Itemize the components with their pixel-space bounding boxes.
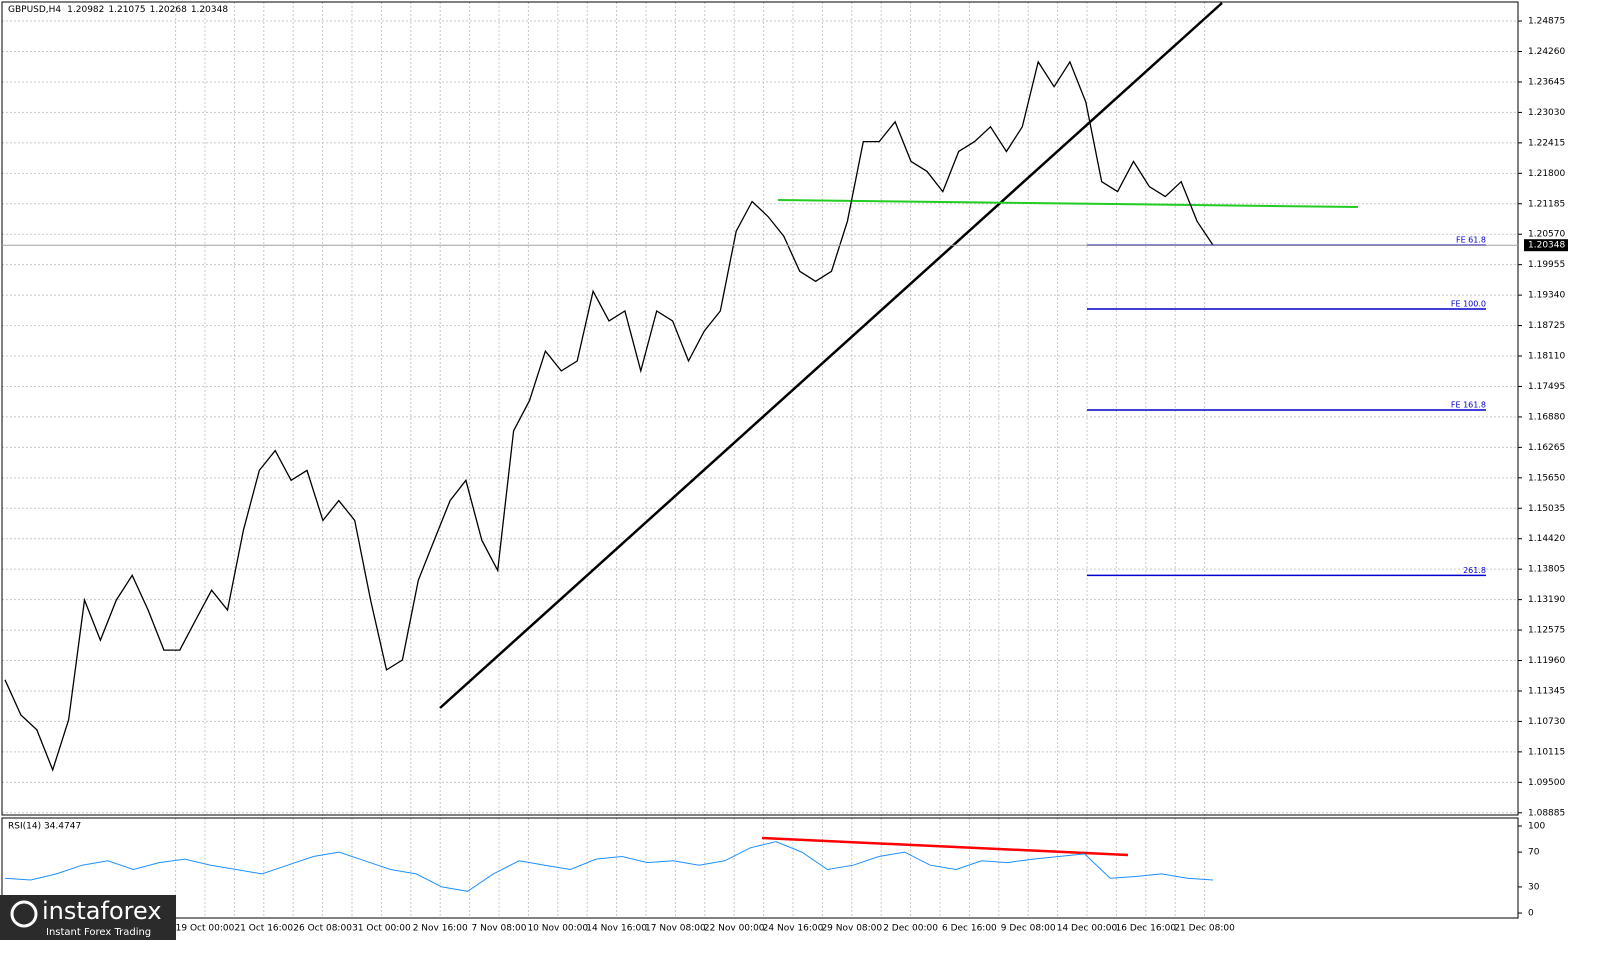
last-price-label: 1.20348 — [1528, 241, 1565, 251]
divergence-line — [761, 836, 1129, 857]
y-tick-label: 1.13805 — [1528, 565, 1565, 575]
fib-label: FE 61.8 — [1456, 236, 1486, 245]
y-tick-label: 1.10730 — [1528, 717, 1565, 727]
y-tick-label: 1.19955 — [1528, 260, 1565, 270]
x-tick-label: 21 Dec 08:00 — [1174, 924, 1235, 934]
x-tick-label: 19 Oct 00:00 — [176, 924, 235, 934]
x-tick-label: 7 Nov 08:00 — [472, 924, 527, 934]
x-tick-label: 6 Dec 16:00 — [942, 924, 997, 934]
x-tick-label: 24 Nov 16:00 — [763, 924, 824, 934]
y-tick-label: 1.11345 — [1528, 686, 1565, 696]
x-tick-label: 2 Nov 16:00 — [413, 924, 468, 934]
x-tick-label: 17 Nov 08:00 — [645, 924, 706, 934]
x-tick-label: 16 Dec 16:00 — [1116, 924, 1177, 934]
x-tick-label: 9 Dec 08:00 — [1001, 924, 1056, 934]
trendline — [439, 2, 1223, 709]
rsi-title: RSI(14) 34.4747 — [8, 822, 81, 832]
logo-tagline: Instant Forex Trading — [46, 927, 151, 938]
y-tick-label: 1.17495 — [1528, 382, 1565, 392]
y-tick-label: 1.13190 — [1528, 595, 1565, 605]
rsi-panel — [1, 817, 1519, 919]
close: 1.20348 — [191, 5, 228, 15]
y-tick-label: 1.19340 — [1528, 291, 1565, 301]
logo: instaforex Instant Forex Trading — [0, 895, 176, 940]
y-tick-label: 1.12575 — [1528, 626, 1565, 636]
y-tick-label: 1.23645 — [1528, 77, 1565, 87]
y-tick-label: 1.24260 — [1528, 47, 1565, 57]
y-tick-label: 1.21185 — [1528, 199, 1565, 209]
y-tick-label: 1.10115 — [1528, 747, 1565, 757]
low: 1.20268 — [150, 5, 187, 15]
x-tick-label: 26 Oct 08:00 — [293, 924, 352, 934]
y-tick-label: 1.20570 — [1528, 230, 1565, 240]
rsi-line — [4, 841, 1214, 892]
y-tick-label: 1.24875 — [1528, 17, 1565, 27]
y-tick-label: 30 — [1528, 882, 1540, 892]
y-tick-label: 1.18110 — [1528, 352, 1565, 362]
y-tick-label: 0 — [1528, 909, 1534, 919]
y-tick-label: 1.18725 — [1528, 321, 1565, 331]
y-tick-label: 1.08885 — [1528, 808, 1565, 818]
y-tick-label: 1.23030 — [1528, 108, 1565, 118]
x-tick-label: 2 Dec 00:00 — [883, 924, 938, 934]
price-line — [4, 60, 1214, 772]
header: GBPUSD,H4 1.20982 1.21075 1.20268 1.20348 — [8, 5, 228, 15]
y-tick-label: 1.16265 — [1528, 443, 1565, 453]
x-tick-label: 14 Nov 16:00 — [586, 924, 647, 934]
y-tick-label: 1.15650 — [1528, 473, 1565, 483]
high: 1.21075 — [108, 5, 145, 15]
symbol: GBPUSD,H4 — [8, 5, 61, 15]
last-price-box — [1524, 239, 1568, 252]
price-panel — [1, 1, 1519, 816]
y-tick-label: 1.14420 — [1528, 534, 1565, 544]
y-tick-label: 1.21800 — [1528, 169, 1565, 179]
y-tick-label: 70 — [1528, 848, 1540, 858]
y-tick-label: 1.16880 — [1528, 412, 1565, 422]
y-tick-label: 1.09500 — [1528, 778, 1565, 788]
fib-label: FE 100.0 — [1451, 299, 1486, 308]
y-tick-label: 1.22415 — [1528, 138, 1565, 148]
fib-label: FE 161.8 — [1451, 400, 1486, 409]
fib-label: 261.8 — [1463, 566, 1486, 575]
x-tick-label: 14 Dec 00:00 — [1057, 924, 1118, 934]
support-line — [777, 199, 1359, 208]
open: 1.20982 — [67, 5, 104, 15]
x-tick-label: 10 Nov 00:00 — [527, 924, 588, 934]
logo-name: instaforex — [42, 897, 162, 925]
x-tick-label: 31 Oct 00:00 — [352, 924, 411, 934]
x-tick-label: 22 Nov 00:00 — [704, 924, 765, 934]
x-tick-label: 21 Oct 16:00 — [234, 924, 293, 934]
y-tick-label: 1.11960 — [1528, 656, 1565, 666]
y-tick-label: 100 — [1528, 822, 1545, 832]
y-tick-label: 1.15035 — [1528, 504, 1565, 514]
grid — [2, 2, 1518, 918]
x-tick-label: 29 Nov 08:00 — [821, 924, 882, 934]
logo-icon — [10, 900, 38, 928]
